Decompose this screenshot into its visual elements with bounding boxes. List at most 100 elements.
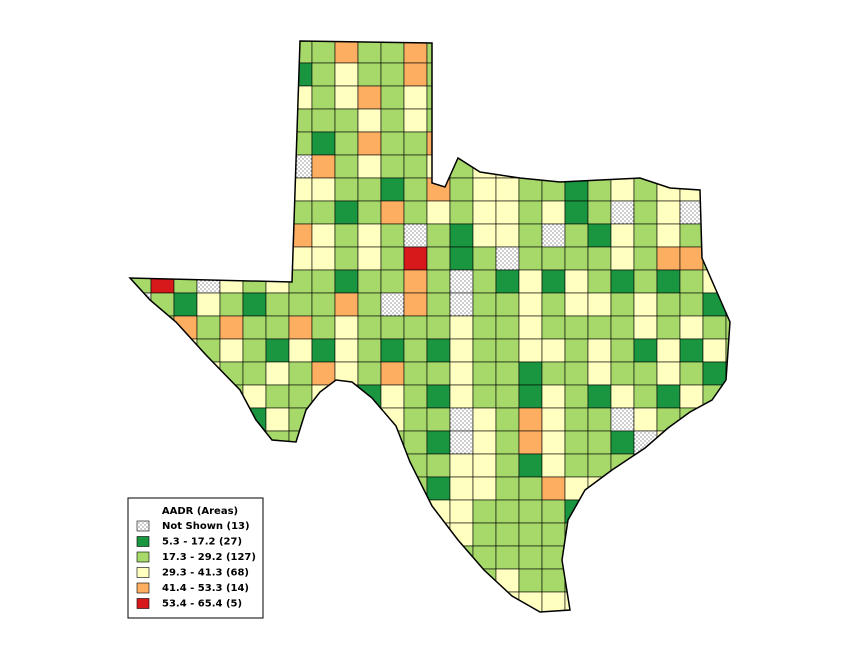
county — [656, 154, 681, 179]
county — [610, 407, 635, 432]
county — [130, 246, 152, 271]
county — [380, 223, 405, 248]
county — [679, 85, 704, 110]
county — [449, 545, 474, 570]
county — [426, 591, 451, 612]
county — [610, 476, 635, 501]
county — [633, 41, 658, 64]
county — [633, 269, 658, 294]
county — [610, 315, 635, 340]
county — [656, 292, 681, 317]
county — [173, 177, 198, 202]
county — [495, 269, 520, 294]
county — [656, 338, 681, 363]
county — [196, 407, 221, 432]
county — [564, 41, 589, 64]
county — [679, 522, 704, 547]
county — [242, 154, 267, 179]
county — [702, 338, 727, 363]
county — [265, 292, 290, 317]
county — [656, 568, 681, 593]
county — [335, 615, 358, 638]
county — [242, 292, 267, 317]
county — [633, 453, 658, 478]
county — [610, 568, 635, 593]
county — [130, 453, 152, 478]
county — [173, 154, 198, 179]
county — [242, 200, 267, 225]
county — [311, 108, 336, 133]
county — [702, 177, 727, 202]
county — [564, 315, 589, 340]
county — [564, 269, 589, 294]
county — [656, 62, 681, 87]
county — [173, 62, 198, 87]
county — [403, 361, 428, 386]
county — [587, 315, 612, 340]
county — [702, 568, 727, 593]
county — [495, 108, 520, 133]
county — [380, 108, 405, 133]
county — [265, 108, 290, 133]
county — [150, 361, 175, 386]
county — [334, 499, 359, 524]
county — [334, 384, 359, 409]
county — [358, 615, 381, 638]
county — [265, 499, 290, 524]
county — [196, 85, 221, 110]
county — [449, 223, 474, 248]
county — [541, 499, 566, 524]
county — [725, 85, 730, 110]
county — [219, 154, 244, 179]
county — [130, 62, 152, 87]
county — [519, 615, 542, 638]
county — [449, 177, 474, 202]
county — [703, 615, 726, 638]
county — [725, 453, 730, 478]
county — [288, 476, 313, 501]
county — [242, 315, 267, 340]
county — [196, 177, 221, 202]
county — [656, 200, 681, 225]
county — [150, 315, 175, 340]
county — [426, 269, 451, 294]
county — [449, 269, 474, 294]
county — [449, 315, 474, 340]
county — [403, 223, 428, 248]
county — [380, 131, 405, 156]
county — [426, 407, 451, 432]
county — [702, 591, 727, 612]
county — [173, 338, 198, 363]
county — [702, 430, 727, 455]
county — [702, 223, 727, 248]
county — [380, 292, 405, 317]
county — [130, 430, 152, 455]
county — [679, 384, 704, 409]
county — [610, 522, 635, 547]
county — [242, 108, 267, 133]
county — [403, 292, 428, 317]
county — [495, 292, 520, 317]
county — [495, 384, 520, 409]
county — [725, 62, 730, 87]
county — [633, 476, 658, 501]
county — [725, 292, 730, 317]
county — [357, 200, 382, 225]
county — [610, 384, 635, 409]
county — [679, 568, 704, 593]
county — [173, 269, 198, 294]
county — [449, 85, 474, 110]
county — [472, 476, 497, 501]
county — [130, 223, 152, 248]
county — [495, 430, 520, 455]
county — [656, 108, 681, 133]
county — [725, 177, 730, 202]
county — [265, 62, 290, 87]
county — [472, 292, 497, 317]
county — [403, 591, 428, 612]
county — [656, 384, 681, 409]
county — [656, 41, 681, 64]
county — [541, 223, 566, 248]
county — [426, 292, 451, 317]
county — [449, 407, 474, 432]
